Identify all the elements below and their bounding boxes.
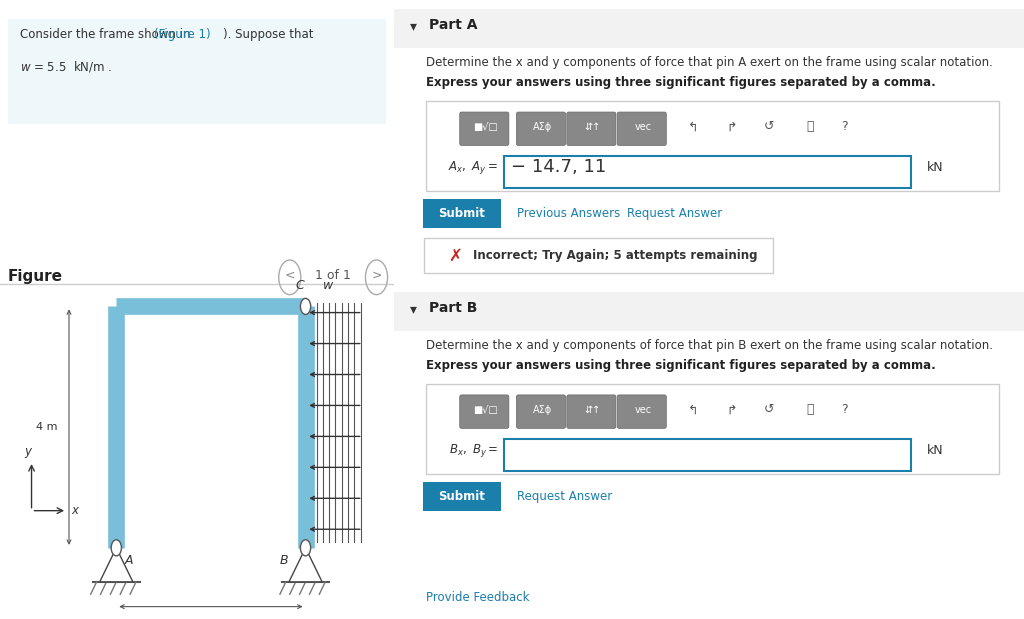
Text: Determine the x and y components of force that pin A exert on the frame using sc: Determine the x and y components of forc… [426, 56, 992, 69]
FancyBboxPatch shape [505, 156, 910, 188]
Text: >: > [372, 269, 382, 282]
FancyBboxPatch shape [460, 112, 509, 145]
Text: 4 m: 4 m [36, 422, 57, 432]
Text: ⎕: ⎕ [806, 120, 814, 134]
FancyBboxPatch shape [426, 384, 998, 474]
FancyBboxPatch shape [567, 395, 615, 428]
Text: − 14.7, 11: − 14.7, 11 [511, 158, 606, 176]
Circle shape [112, 540, 122, 556]
Text: w: w [324, 279, 334, 292]
Text: ↰: ↰ [688, 403, 698, 417]
Text: Incorrect; Try Again; 5 attempts remaining: Incorrect; Try Again; 5 attempts remaini… [473, 249, 758, 262]
Text: Submit: Submit [438, 490, 485, 503]
Text: Express your answers using three significant figures separated by a comma.: Express your answers using three signifi… [426, 76, 936, 89]
Text: ▾: ▾ [410, 302, 417, 316]
Text: y: y [25, 445, 31, 458]
Text: Consider the frame shown in: Consider the frame shown in [19, 28, 194, 41]
FancyBboxPatch shape [516, 112, 565, 145]
Text: Request Answer: Request Answer [628, 207, 723, 220]
Text: kN: kN [927, 160, 943, 174]
Text: $A_{x},\ A_{y} =$: $A_{x},\ A_{y} =$ [449, 158, 498, 176]
Text: Figure: Figure [8, 269, 62, 284]
Text: ■√□: ■√□ [473, 122, 498, 132]
Text: kN: kN [927, 443, 943, 457]
FancyBboxPatch shape [425, 238, 773, 273]
Text: ⇵↑: ⇵↑ [585, 122, 601, 132]
Text: ↱: ↱ [726, 403, 736, 417]
Text: (Figure 1): (Figure 1) [154, 28, 210, 41]
Text: 1 of 1: 1 of 1 [315, 269, 351, 282]
Text: Previous Answers: Previous Answers [517, 207, 621, 220]
Text: ⇵↑: ⇵↑ [585, 405, 601, 415]
FancyBboxPatch shape [394, 292, 1024, 331]
Text: x: x [71, 504, 78, 517]
Polygon shape [99, 548, 133, 582]
Text: $B_{x},\ B_{y} =$: $B_{x},\ B_{y} =$ [449, 441, 498, 459]
FancyBboxPatch shape [426, 101, 998, 191]
Text: Part A: Part A [429, 18, 477, 32]
Text: $w$ = 5.5  kN/m .: $w$ = 5.5 kN/m . [19, 59, 112, 74]
Circle shape [300, 540, 310, 556]
FancyBboxPatch shape [8, 19, 386, 124]
Circle shape [300, 298, 310, 314]
Text: Part B: Part B [429, 301, 477, 315]
FancyBboxPatch shape [460, 395, 509, 428]
Text: Determine the x and y components of force that pin B exert on the frame using sc: Determine the x and y components of forc… [426, 339, 992, 352]
Text: ?: ? [841, 120, 848, 134]
FancyBboxPatch shape [394, 9, 1024, 48]
Text: C: C [296, 279, 304, 292]
Text: AΣϕ: AΣϕ [532, 405, 552, 415]
Polygon shape [289, 548, 323, 582]
Text: <: < [285, 269, 295, 282]
FancyBboxPatch shape [516, 395, 565, 428]
Text: vec: vec [635, 122, 651, 132]
Text: Request Answer: Request Answer [517, 490, 612, 503]
Text: B: B [280, 554, 289, 567]
Text: ✗: ✗ [447, 246, 462, 265]
Text: ▾: ▾ [410, 19, 417, 33]
FancyBboxPatch shape [423, 199, 501, 228]
Text: vec: vec [635, 405, 651, 415]
FancyBboxPatch shape [567, 112, 615, 145]
Text: ↰: ↰ [688, 120, 698, 134]
Text: ↺: ↺ [764, 120, 774, 134]
Text: Submit: Submit [438, 207, 485, 220]
Text: ⎕: ⎕ [806, 403, 814, 417]
Text: ?: ? [841, 403, 848, 417]
Text: ↱: ↱ [726, 120, 736, 134]
FancyBboxPatch shape [423, 482, 501, 511]
FancyBboxPatch shape [617, 395, 667, 428]
Text: Express your answers using three significant figures separated by a comma.: Express your answers using three signifi… [426, 359, 936, 372]
Text: A: A [124, 554, 133, 567]
FancyBboxPatch shape [505, 439, 910, 471]
Text: Provide Feedback: Provide Feedback [426, 591, 529, 604]
Text: AΣϕ: AΣϕ [532, 122, 552, 132]
Text: ■√□: ■√□ [473, 405, 498, 415]
Text: ). Suppose that: ). Suppose that [223, 28, 313, 41]
FancyBboxPatch shape [617, 112, 667, 145]
Text: ↺: ↺ [764, 403, 774, 417]
